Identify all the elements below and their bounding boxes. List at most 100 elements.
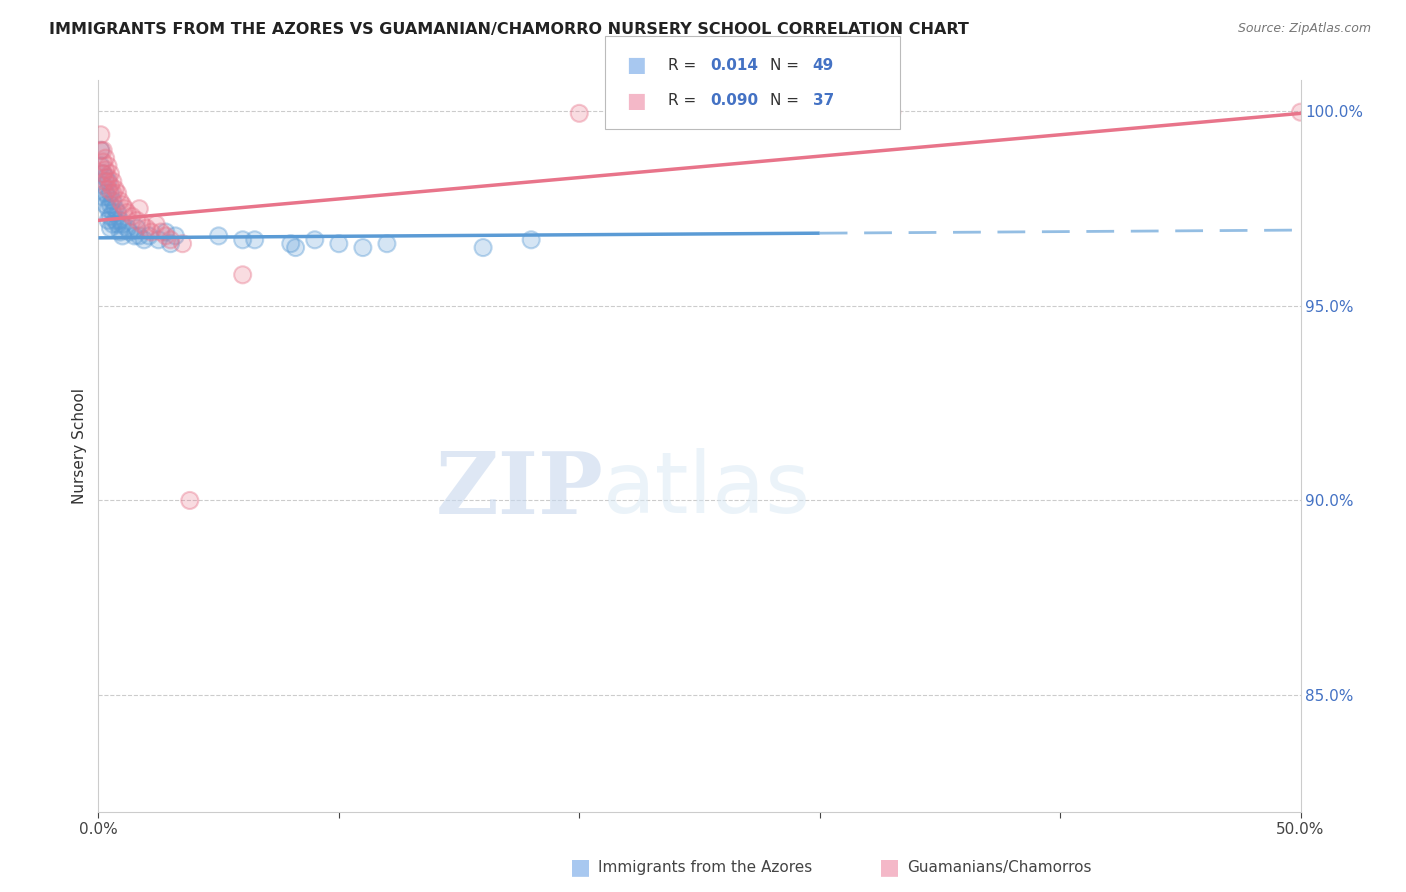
Point: [104, 182, 127, 196]
Text: ■: ■: [879, 857, 900, 877]
Point: [100, 167, 122, 181]
Point: [94, 174, 117, 188]
Point: [91, 144, 114, 158]
Point: [94, 186, 117, 200]
Point: [155, 225, 177, 239]
Point: [101, 194, 124, 208]
Point: [94, 162, 117, 177]
Point: [111, 198, 134, 212]
Point: [97, 213, 120, 227]
Point: [101, 194, 124, 208]
Point: [128, 202, 150, 216]
Text: N =: N =: [770, 94, 804, 108]
Point: [165, 228, 187, 243]
Point: [125, 213, 148, 227]
Point: [232, 233, 254, 247]
Point: [100, 221, 122, 235]
Point: [108, 225, 131, 239]
Text: Guamanians/Chamorros: Guamanians/Chamorros: [907, 860, 1091, 874]
Point: [880, 105, 903, 120]
Point: [155, 225, 177, 239]
Point: [880, 105, 903, 120]
Point: [94, 162, 117, 177]
Point: [104, 202, 127, 216]
Point: [91, 190, 114, 204]
Point: [91, 144, 114, 158]
Point: [472, 241, 495, 255]
Point: [208, 228, 231, 243]
Point: [159, 233, 181, 247]
Point: [280, 236, 302, 251]
Text: IMMIGRANTS FROM THE AZORES VS GUAMANIAN/CHAMORRO NURSERY SCHOOL CORRELATION CHAR: IMMIGRANTS FROM THE AZORES VS GUAMANIAN/…: [49, 22, 969, 37]
Point: [172, 236, 194, 251]
Point: [128, 228, 150, 243]
Point: [101, 217, 124, 231]
Point: [304, 233, 326, 247]
Point: [100, 210, 122, 224]
Point: [568, 106, 591, 120]
Point: [149, 225, 172, 239]
Point: [104, 213, 127, 227]
Point: [97, 174, 120, 188]
Point: [141, 225, 163, 239]
Point: [91, 155, 114, 169]
Y-axis label: Nursery School: Nursery School: [72, 388, 87, 504]
Point: [104, 182, 127, 196]
Point: [520, 233, 543, 247]
Point: [97, 202, 120, 216]
Point: [101, 186, 124, 200]
Point: [90, 159, 112, 173]
Text: atlas: atlas: [603, 449, 811, 532]
Point: [111, 198, 134, 212]
Point: [91, 167, 114, 181]
Point: [280, 236, 302, 251]
Point: [145, 217, 167, 231]
Point: [111, 217, 134, 231]
Point: [352, 241, 374, 255]
Point: [121, 210, 143, 224]
Point: [91, 167, 114, 181]
Point: [284, 241, 307, 255]
Point: [108, 213, 131, 227]
Point: [117, 221, 139, 235]
Point: [97, 159, 120, 173]
Point: [97, 190, 120, 204]
Point: [94, 198, 117, 212]
Point: [108, 194, 131, 208]
Point: [94, 170, 117, 185]
Point: [94, 151, 117, 165]
Point: [97, 182, 120, 196]
Point: [94, 170, 117, 185]
Point: [148, 233, 170, 247]
Point: [128, 228, 150, 243]
Point: [101, 174, 124, 188]
Text: ■: ■: [626, 55, 645, 75]
Text: ■: ■: [626, 91, 645, 111]
Point: [118, 225, 141, 239]
Point: [111, 217, 134, 231]
Point: [104, 202, 127, 216]
Point: [328, 236, 350, 251]
Point: [100, 186, 122, 200]
Point: [159, 236, 181, 251]
Point: [101, 174, 124, 188]
Point: [97, 170, 120, 185]
Text: 0.090: 0.090: [710, 94, 758, 108]
Point: [90, 144, 112, 158]
Point: [155, 228, 177, 243]
Point: [117, 205, 139, 219]
Point: [375, 236, 398, 251]
Point: [91, 167, 114, 181]
Point: [90, 128, 112, 142]
Point: [208, 228, 231, 243]
Point: [90, 144, 112, 158]
Point: [94, 198, 117, 212]
Point: [128, 202, 150, 216]
Point: [101, 205, 124, 219]
Point: [149, 225, 172, 239]
Point: [1289, 105, 1312, 120]
Point: [97, 202, 120, 216]
Point: [104, 213, 127, 227]
Point: [243, 233, 266, 247]
Point: [100, 198, 122, 212]
